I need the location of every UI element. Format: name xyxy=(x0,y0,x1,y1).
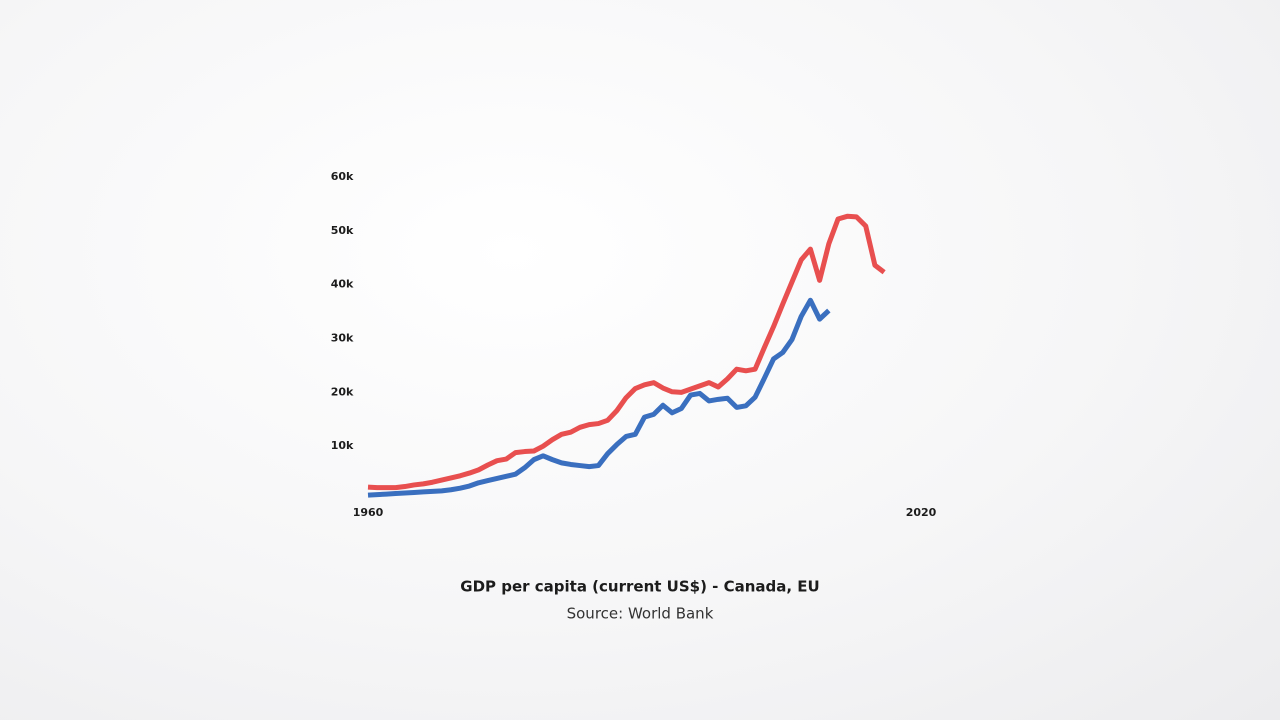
y-tick-label: 40k xyxy=(331,278,354,291)
x-tick-label: 1960 xyxy=(353,506,384,519)
y-tick-label: 30k xyxy=(331,332,354,345)
y-tick-label: 10k xyxy=(331,439,354,452)
chart-title: GDP per capita (current US$) - Canada, E… xyxy=(460,578,819,596)
y-tick-label: 20k xyxy=(331,385,354,398)
y-tick-label: 60k xyxy=(331,170,354,183)
line-series xyxy=(367,297,831,498)
chart-subtitle: Source: World Bank xyxy=(567,605,714,623)
line-series xyxy=(367,213,886,491)
x-tick-label: 2020 xyxy=(906,506,937,519)
y-tick-label: 50k xyxy=(331,224,354,237)
